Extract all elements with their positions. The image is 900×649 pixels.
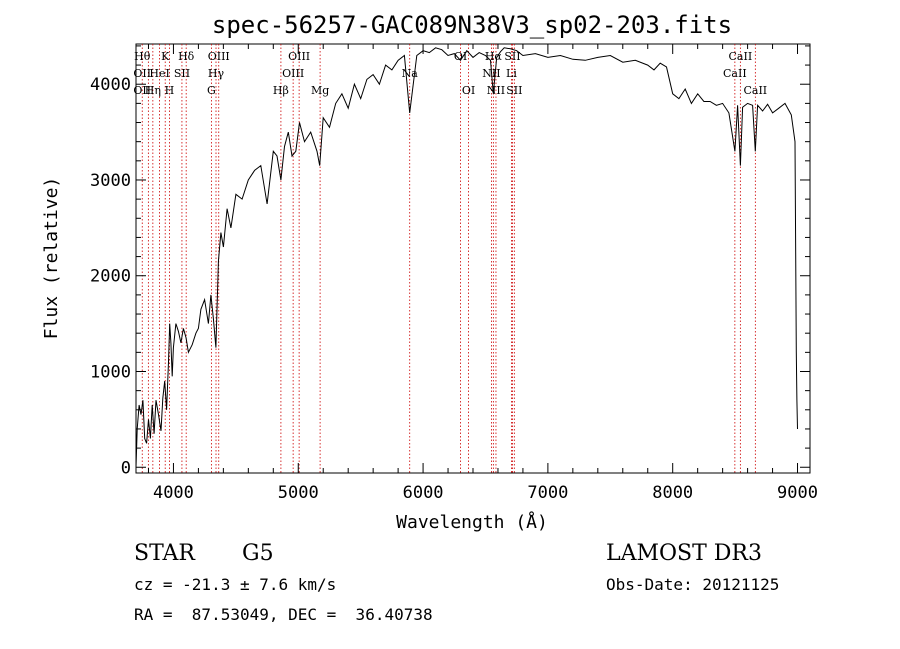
x-tick-label: 7000	[527, 483, 568, 503]
line-marker-label: Hγ	[208, 67, 225, 80]
line-marker-label: OIII	[208, 50, 230, 63]
line-markers	[141, 44, 756, 473]
line-marker-label: Na	[402, 67, 419, 80]
survey-name: LAMOST DR3	[606, 541, 762, 566]
line-marker-label: SII	[504, 50, 520, 63]
line-marker-label: OIII	[288, 50, 310, 63]
x-tick-label: 6000	[403, 483, 444, 503]
line-marker-label: H	[165, 84, 175, 97]
observation-date: Obs-Date: 20121125	[606, 575, 779, 594]
y-tick-label: 2000	[90, 267, 131, 287]
object-type: STAR	[134, 541, 196, 566]
x-tick-label: 8000	[652, 483, 693, 503]
y-tick-label: 3000	[90, 171, 131, 191]
line-marker-label: Mg	[311, 84, 329, 97]
y-tick-label: 1000	[90, 362, 131, 382]
line-marker-label: CaII	[723, 67, 747, 80]
x-tick-label: 9000	[777, 483, 818, 503]
axis-ticks	[136, 44, 810, 473]
x-axis-label: Wavelength (Å)	[396, 511, 548, 533]
line-marker-label: OII	[133, 84, 151, 97]
line-marker-label: Hθ	[134, 50, 151, 63]
y-axis-label: Flux (relative)	[41, 177, 62, 340]
line-marker-labels: HθOIIOIIHηHeIKHSIIHδGHγOIIIHβOIIIOIIIMgN…	[133, 50, 767, 97]
line-marker-label: Hη	[145, 84, 161, 97]
line-marker-label: OIII	[282, 67, 304, 80]
line-marker-label: OI	[462, 84, 475, 97]
coordinates: RA = 87.53049, DEC = 36.40738	[134, 605, 433, 624]
line-marker-label: OII	[133, 67, 151, 80]
y-tick-labels: 0 1000 2000 3000 4000	[90, 75, 131, 478]
x-tick-labels: 4000 5000 6000 7000 8000 9000	[153, 483, 818, 503]
line-marker-label: Hδ	[178, 50, 195, 63]
x-tick-label: 4000	[153, 483, 194, 503]
line-marker-label: SII	[506, 84, 522, 97]
line-marker-label: NII	[487, 84, 505, 97]
spectral-subclass: G5	[242, 541, 274, 566]
spectrum-line	[135, 47, 798, 468]
y-tick-label: 0	[121, 458, 131, 478]
chart-title: spec-56257-GAC089N38V3_sp02-203.fits	[212, 11, 732, 39]
line-marker-label: CaII	[729, 50, 753, 63]
line-marker-label: K	[161, 50, 170, 63]
plot-frame	[135, 43, 811, 474]
line-marker-label: Hβ	[273, 84, 289, 97]
line-marker-label: HeI	[149, 67, 169, 80]
line-marker-label: Li	[506, 67, 517, 80]
line-marker-label: OI	[454, 50, 467, 63]
line-marker-label: G	[207, 84, 216, 97]
x-tick-label: 5000	[278, 483, 319, 503]
line-marker-label: CaII	[743, 84, 767, 97]
line-marker-label: SII	[174, 67, 190, 80]
redshift-velocity: cz = -21.3 ± 7.6 km/s	[134, 575, 336, 594]
y-tick-label: 4000	[90, 75, 131, 95]
